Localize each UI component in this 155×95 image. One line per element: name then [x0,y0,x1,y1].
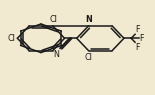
Text: Cl: Cl [8,34,16,43]
Text: Cl: Cl [50,15,58,24]
Text: N: N [53,50,59,59]
Text: F: F [136,25,140,34]
Text: N: N [85,15,92,24]
Text: F: F [136,43,140,52]
Text: F: F [140,34,144,43]
Text: Cl: Cl [85,53,93,61]
